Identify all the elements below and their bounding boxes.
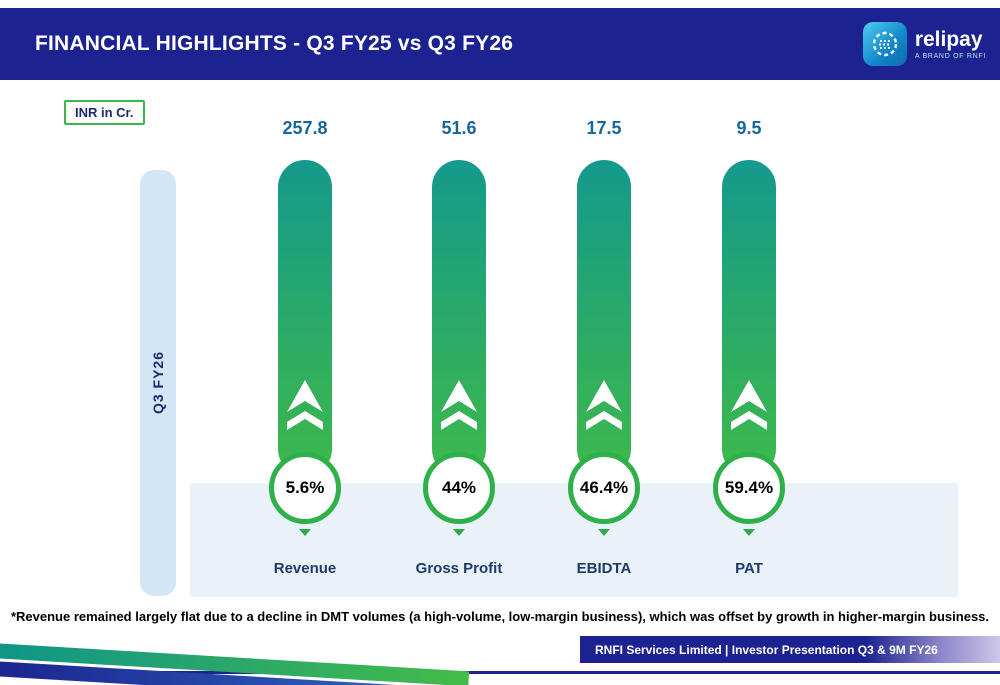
logo-tagline: A BRAND OF RNFI bbox=[914, 52, 986, 60]
bottom-ribbons bbox=[0, 635, 500, 685]
growth-badge: 46.4% bbox=[568, 452, 640, 524]
category-label: Revenue bbox=[273, 560, 337, 577]
growth-percent: 44% bbox=[441, 478, 477, 497]
metric-column-ebidta: 17.5 46.4% EBIDTA bbox=[549, 112, 659, 592]
growth-badge: 5.6% bbox=[269, 452, 341, 524]
growth-up-arrow-icon bbox=[586, 380, 622, 430]
relipay-logo: relipay A BRAND OF RNFI bbox=[862, 22, 986, 66]
unit-label: INR in Cr. bbox=[64, 100, 145, 125]
bar-pat bbox=[722, 160, 776, 476]
bottom-accent-line bbox=[0, 671, 1000, 674]
category-label: EBIDTA bbox=[576, 560, 632, 577]
relipay-logo-icon bbox=[862, 22, 907, 66]
growth-percent: 59.4% bbox=[724, 478, 774, 497]
category-label: Gross Profit bbox=[415, 560, 503, 577]
logo-brand-name: relipay bbox=[914, 27, 983, 51]
bar-ebidta bbox=[577, 160, 631, 476]
metric-column-revenue: 257.8 5.6% Revenue bbox=[250, 112, 360, 592]
metric-column-gross-profit: 51.6 44% Gross Profit bbox=[404, 112, 514, 592]
page-title: FINANCIAL HIGHLIGHTS - Q3 FY25 vs Q3 FY2… bbox=[35, 32, 514, 55]
growth-badge: 44% bbox=[423, 452, 495, 524]
growth-percent: 46.4% bbox=[579, 478, 629, 497]
category-label: PAT bbox=[735, 560, 763, 577]
bar-value-label: 51.6 bbox=[441, 118, 477, 138]
bar-value-label: 257.8 bbox=[282, 118, 328, 138]
growth-up-arrow-icon bbox=[731, 380, 767, 430]
series-label: Q3 FY26 bbox=[150, 351, 166, 415]
footer-bar: RNFI Services Limited | Investor Present… bbox=[580, 636, 1000, 663]
bar-revenue bbox=[278, 160, 332, 476]
coin-dots-icon bbox=[872, 31, 898, 57]
series-label-bar: Q3 FY26 bbox=[140, 170, 176, 596]
growth-badge: 59.4% bbox=[713, 452, 785, 524]
bar-value-label: 17.5 bbox=[586, 118, 622, 138]
bar-value-label: 9.5 bbox=[736, 118, 762, 138]
pointer-triangle-icon bbox=[743, 529, 755, 536]
footnote: *Revenue remained largely flat due to a … bbox=[10, 609, 990, 624]
growth-up-arrow-icon bbox=[441, 380, 477, 430]
pointer-triangle-icon bbox=[453, 529, 465, 536]
footer-text: RNFI Services Limited | Investor Present… bbox=[595, 642, 938, 657]
growth-up-arrow-icon bbox=[287, 380, 323, 430]
header-bar: FINANCIAL HIGHLIGHTS - Q3 FY25 vs Q3 FY2… bbox=[0, 8, 1000, 80]
logo-text: relipay A BRAND OF RNFI bbox=[915, 29, 986, 60]
bar-gross-profit bbox=[432, 160, 486, 476]
pointer-triangle-icon bbox=[299, 529, 311, 536]
growth-percent: 5.6% bbox=[285, 478, 325, 497]
pointer-triangle-icon bbox=[598, 529, 610, 536]
metric-column-pat: 9.5 59.4% PAT bbox=[694, 112, 804, 592]
